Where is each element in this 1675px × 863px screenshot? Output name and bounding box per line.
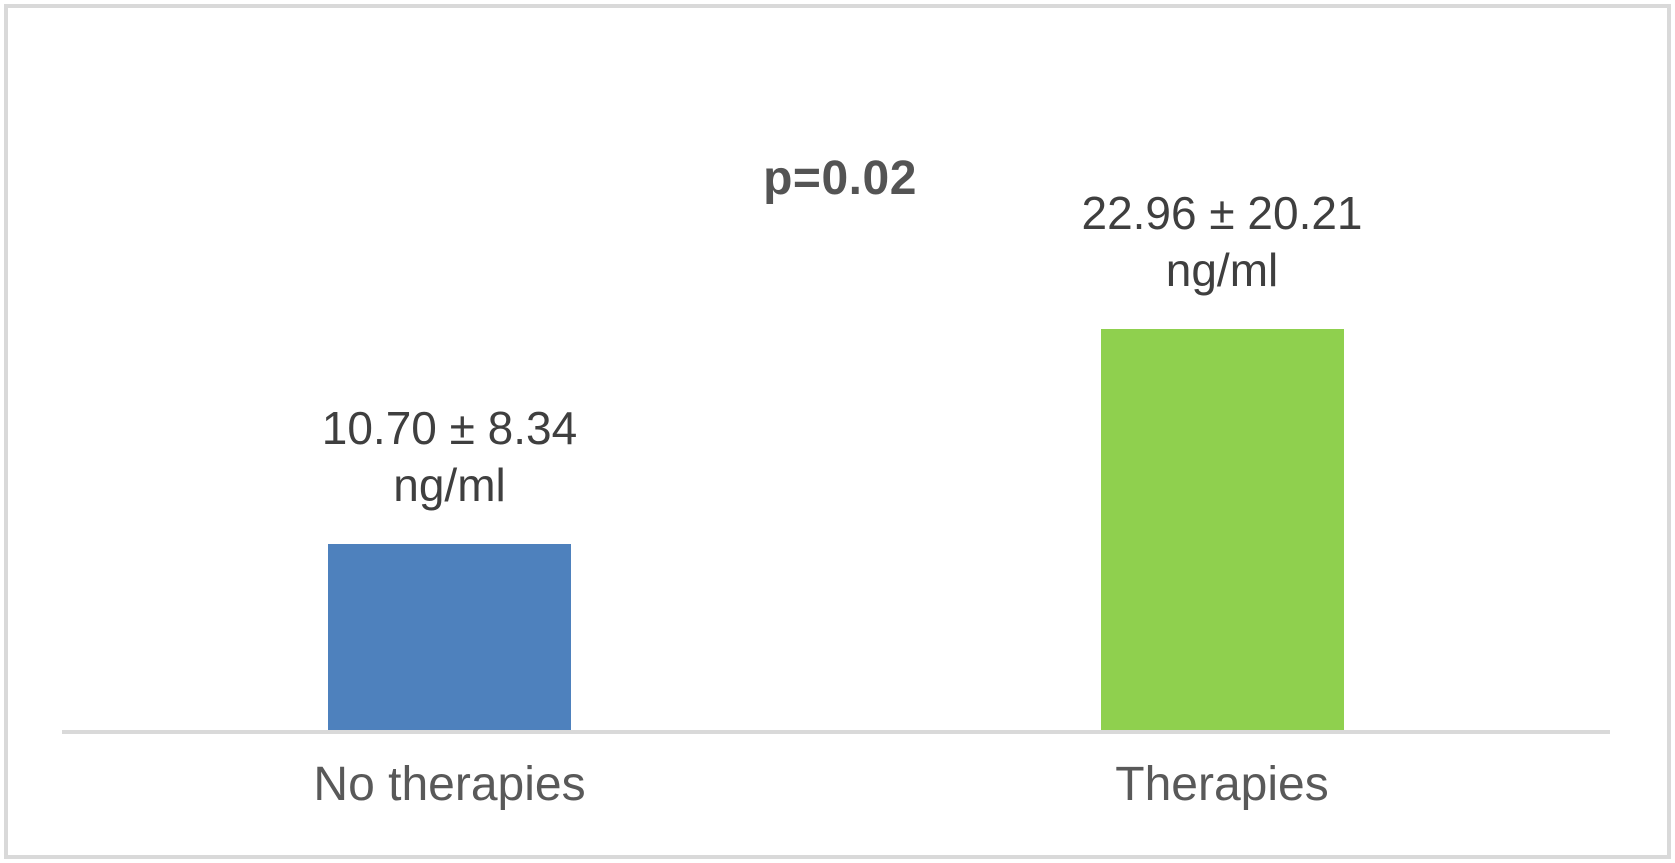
bar-no-therapies	[328, 544, 571, 731]
bar-value-label-no-therapies: 10.70 ± 8.34 ng/ml	[190, 400, 710, 514]
bar-unit-text: ng/ml	[1165, 244, 1279, 296]
category-label-therapies: Therapies	[1115, 758, 1329, 811]
bar-value-text: 10.70 ± 8.34	[321, 402, 578, 454]
p-value-annotation: p=0.02	[763, 152, 917, 205]
category-label-no-therapies: No therapies	[313, 758, 586, 811]
bar-value-label-therapies: 22.96 ± 20.21 ng/ml	[962, 185, 1482, 299]
bar-unit-text: ng/ml	[393, 459, 506, 511]
x-axis-line	[62, 730, 1610, 734]
bar-therapies	[1100, 329, 1344, 731]
bar-value-text: 22.96 ± 20.21	[1081, 187, 1363, 239]
